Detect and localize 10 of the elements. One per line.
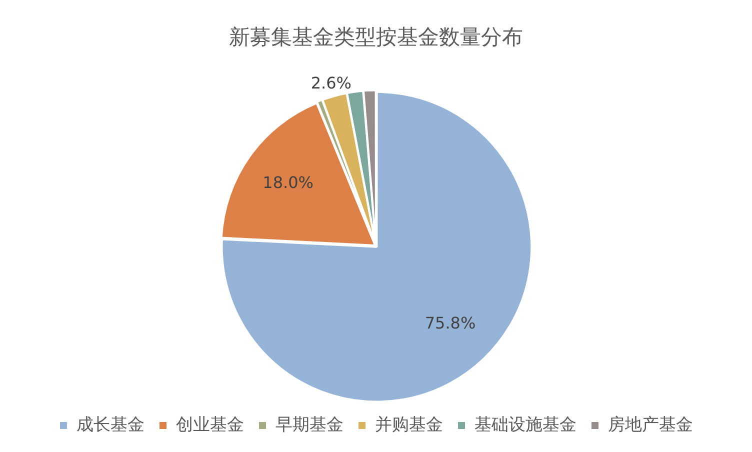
- data-label: 18.0%: [262, 173, 314, 192]
- data-label: 75.8%: [424, 313, 476, 332]
- legend-label: 成长基金: [76, 414, 144, 435]
- legend-label: 早期基金: [276, 414, 344, 435]
- legend-label: 并购基金: [375, 414, 443, 435]
- legend-label: 基础设施基金: [474, 414, 576, 435]
- legend-label: 创业基金: [176, 414, 244, 435]
- legend-label: 房地产基金: [608, 414, 693, 435]
- data-label: 2.6%: [310, 73, 352, 92]
- chart-title: 新募集基金类型按基金数量分布: [229, 25, 523, 50]
